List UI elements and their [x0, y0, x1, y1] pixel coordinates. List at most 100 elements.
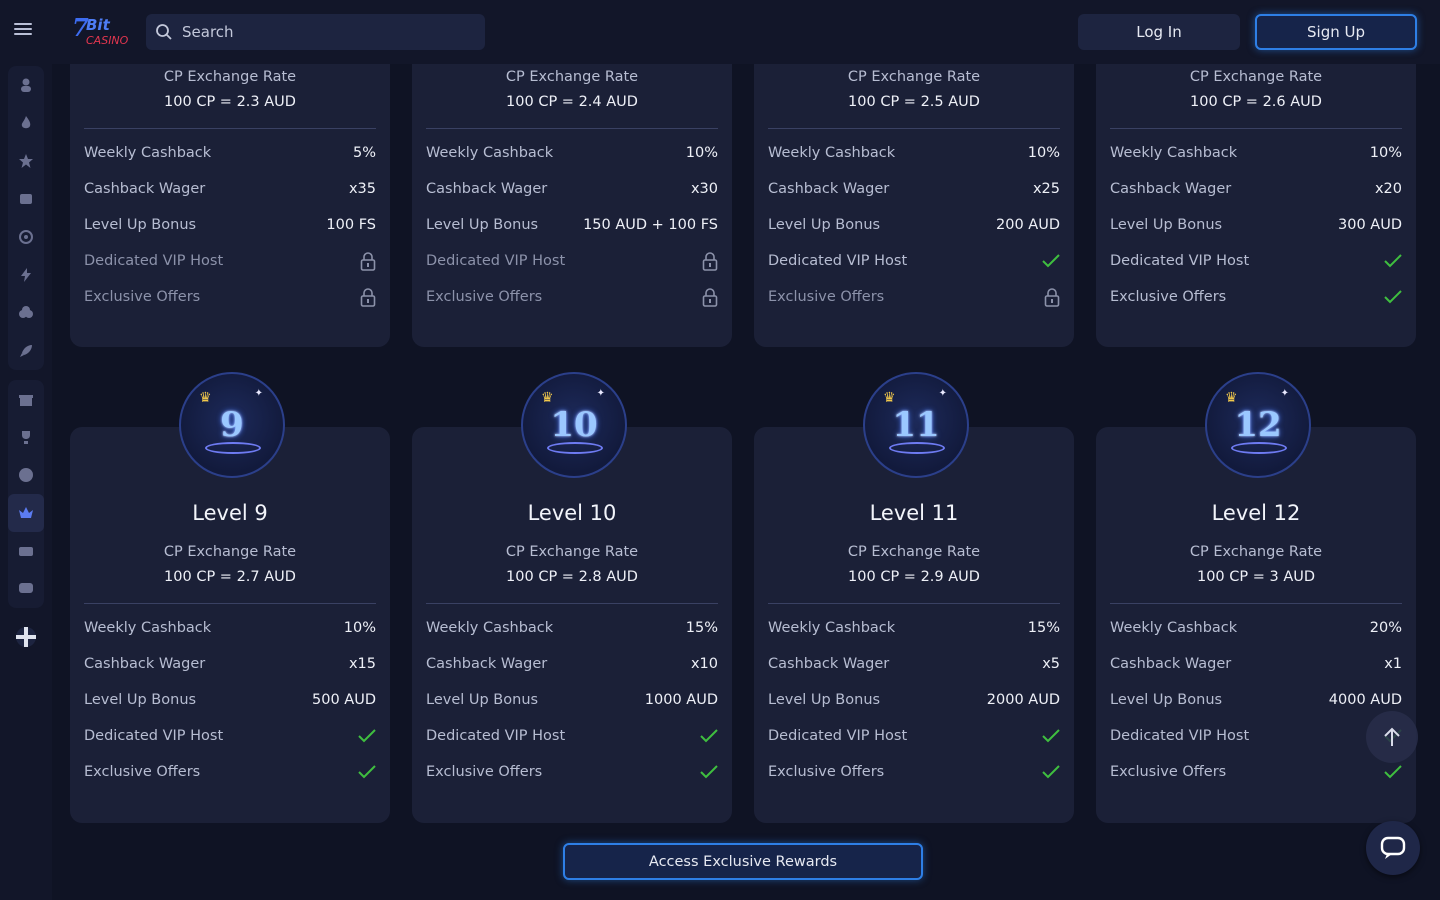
divider: [426, 603, 718, 604]
top-header: 7 Bit CASINO Search Log In Sign Up: [0, 0, 1440, 64]
weekly-cashback-label: Weekly Cashback: [84, 620, 212, 636]
check-icon: [358, 765, 376, 779]
weekly-cashback-label: Weekly Cashback: [1110, 620, 1238, 636]
lightning-icon[interactable]: [8, 256, 44, 294]
level-up-bonus-label: Level Up Bonus: [1110, 217, 1223, 233]
cards-icon[interactable]: [8, 294, 44, 332]
vip-host-row: Dedicated VIP Host: [84, 251, 376, 271]
exclusive-offers-label: Exclusive Offers: [84, 764, 201, 780]
level-card-10: Level 10 CP Exchange Rate 100 CP = 2.8 A…: [412, 427, 732, 823]
lock-icon: [702, 288, 718, 307]
level-up-bonus-label: Level Up Bonus: [1110, 692, 1223, 708]
cp-rate-value: 100 CP = 2.5 AUD: [848, 94, 980, 110]
slots-icon[interactable]: [8, 180, 44, 218]
vip-host-label: Dedicated VIP Host: [768, 728, 908, 744]
cashback-wager-label: Cashback Wager: [1110, 656, 1232, 672]
level-up-bonus-value: 1000 AUD: [644, 692, 718, 708]
exclusive-offers-label: Exclusive Offers: [768, 764, 885, 780]
divider: [84, 603, 376, 604]
vip-host-label: Dedicated VIP Host: [426, 728, 566, 744]
cp-rate-value: 100 CP = 2.8 AUD: [506, 569, 638, 585]
sparkle-icon: ✦: [254, 388, 263, 399]
exclusive-offers-row: Exclusive Offers: [84, 762, 376, 782]
sparkle-icon: ✦: [596, 388, 605, 399]
weekly-cashback-value: 10%: [343, 620, 376, 636]
level-up-bonus-row: Level Up Bonus 2000 AUD: [768, 690, 1060, 710]
cashback-wager-label: Cashback Wager: [426, 181, 548, 197]
cashback-wager-label: Cashback Wager: [426, 656, 548, 672]
casino-logo[interactable]: 7 Bit CASINO: [70, 13, 134, 50]
star-icon[interactable]: [8, 142, 44, 180]
exclusive-offers-row: Exclusive Offers: [426, 287, 718, 307]
gift-icon[interactable]: [8, 380, 44, 418]
cashback-wager-row: Cashback Wager x30: [426, 179, 718, 199]
weekly-cashback-value: 20%: [1369, 620, 1402, 636]
weekly-cashback-row: Weekly Cashback 15%: [426, 618, 718, 638]
level-card-8: CP Exchange Rate 100 CP = 2.6 AUD Weekly…: [1096, 40, 1416, 347]
check-icon: [1042, 254, 1060, 268]
level-card-12: Level 12 CP Exchange Rate 100 CP = 3 AUD…: [1096, 427, 1416, 823]
lock-icon: [360, 252, 376, 271]
crown-icon[interactable]: [8, 494, 44, 532]
search-input[interactable]: Search: [146, 14, 485, 50]
vip-host-row: Dedicated VIP Host: [768, 251, 1060, 271]
check-icon: [700, 765, 718, 779]
language-flag-icon[interactable]: [8, 618, 44, 656]
exclusive-offers-label: Exclusive Offers: [426, 764, 543, 780]
sparkle-icon: ✦: [938, 388, 947, 399]
signup-button[interactable]: Sign Up: [1255, 14, 1417, 50]
chat-icon: [1380, 836, 1406, 859]
weekly-cashback-label: Weekly Cashback: [1110, 145, 1238, 161]
rocket-icon[interactable]: [8, 332, 44, 370]
weekly-cashback-row: Weekly Cashback 10%: [84, 618, 376, 638]
weekly-cashback-label: Weekly Cashback: [768, 620, 896, 636]
cp-rate-label: CP Exchange Rate: [163, 544, 297, 560]
scroll-to-top-button[interactable]: [1366, 711, 1418, 763]
lock-icon: [1044, 288, 1060, 307]
cp-rate-label: CP Exchange Rate: [505, 544, 639, 560]
wallet-icon[interactable]: [8, 532, 44, 570]
exclusive-offers-row: Exclusive Offers: [768, 287, 1060, 307]
trophy-icon[interactable]: [8, 418, 44, 456]
access-exclusive-rewards-button[interactable]: Access Exclusive Rewards: [563, 843, 923, 880]
cp-rate-label: CP Exchange Rate: [847, 544, 981, 560]
exclusive-offers-label: Exclusive Offers: [84, 289, 201, 305]
vip-host-row: Dedicated VIP Host: [426, 251, 718, 271]
sidebar-group-promo: [8, 380, 44, 608]
login-button[interactable]: Log In: [1078, 14, 1240, 50]
divider: [84, 128, 376, 129]
cp-rate-value: 100 CP = 2.4 AUD: [506, 94, 638, 110]
target-icon[interactable]: [8, 218, 44, 256]
weekly-cashback-value: 10%: [1027, 145, 1060, 161]
weekly-cashback-row: Weekly Cashback 10%: [426, 143, 718, 163]
user-icon[interactable]: [8, 66, 44, 104]
level-up-bonus-value: 4000 AUD: [1328, 692, 1402, 708]
vip-host-label: Dedicated VIP Host: [1110, 253, 1250, 269]
check-icon: [358, 729, 376, 743]
live-chat-button[interactable]: [1366, 821, 1420, 875]
check-icon: [1042, 729, 1060, 743]
pedestal-ring: [889, 442, 945, 454]
vip-host-label: Dedicated VIP Host: [426, 253, 566, 269]
weekly-cashback-value: 15%: [685, 620, 718, 636]
fire-icon[interactable]: [8, 104, 44, 142]
exclusive-offers-label: Exclusive Offers: [1110, 289, 1227, 305]
vip-host-row: Dedicated VIP Host: [426, 726, 718, 746]
badge-number: 9: [220, 405, 244, 445]
vip-host-row: Dedicated VIP Host: [768, 726, 1060, 746]
weekly-cashback-value: 5%: [352, 145, 376, 161]
level-up-bonus-label: Level Up Bonus: [768, 692, 881, 708]
chat-bubble-icon[interactable]: [8, 570, 44, 608]
weekly-cashback-row: Weekly Cashback 10%: [768, 143, 1060, 163]
vip-icon[interactable]: [8, 456, 44, 494]
level-title: Level 12: [1211, 501, 1301, 525]
level-title: Level 9: [192, 501, 268, 525]
badge-number: 10: [550, 405, 598, 445]
weekly-cashback-label: Weekly Cashback: [768, 145, 896, 161]
hamburger-menu-icon[interactable]: [14, 20, 36, 42]
svg-text:Bit: Bit: [86, 16, 111, 34]
vip-host-row: Dedicated VIP Host: [84, 726, 376, 746]
level-up-bonus-value: 2000 AUD: [986, 692, 1060, 708]
cashback-wager-label: Cashback Wager: [84, 181, 206, 197]
cashback-wager-label: Cashback Wager: [84, 656, 206, 672]
